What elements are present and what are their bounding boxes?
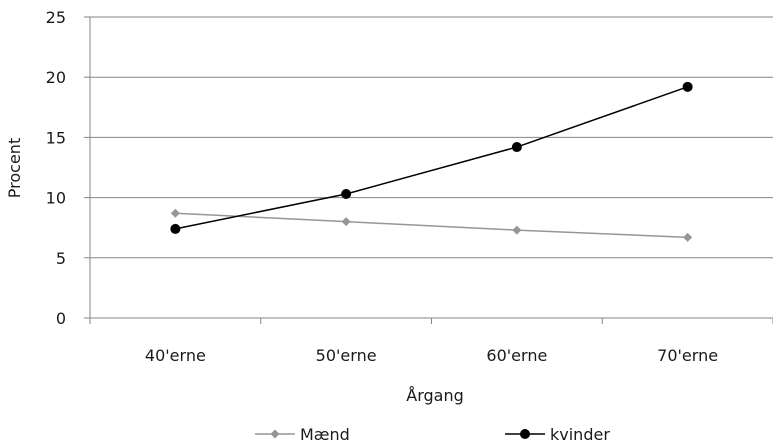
y-tick-label: 5 bbox=[56, 249, 66, 268]
legend-label: kvinder bbox=[550, 425, 610, 443]
y-tick-label: 20 bbox=[46, 68, 66, 87]
y-tick-labels: 0 5 10 15 20 25 bbox=[46, 8, 66, 328]
y-tick-label: 25 bbox=[46, 8, 66, 27]
y-tick-label: 0 bbox=[56, 309, 66, 328]
data-point-mænd bbox=[170, 208, 180, 218]
data-point-kvinder bbox=[170, 223, 181, 234]
data-point-kvinder bbox=[511, 142, 522, 153]
legend-marker bbox=[520, 429, 530, 439]
axes bbox=[84, 16, 773, 324]
x-tick-label: 40'erne bbox=[145, 346, 206, 365]
series-line-mænd bbox=[175, 212, 688, 239]
data-point-kvinder bbox=[341, 188, 352, 199]
legend-item-mænd: Mænd bbox=[255, 425, 350, 443]
data-point-mænd bbox=[683, 232, 693, 242]
x-axis-label: Årgang bbox=[406, 386, 464, 405]
series-mænd bbox=[170, 208, 693, 242]
gridlines bbox=[90, 16, 773, 259]
legend-item-kvinder: kvinder bbox=[505, 425, 610, 443]
data-point-kvinder bbox=[682, 81, 693, 92]
series-kvinder bbox=[170, 81, 693, 234]
data-point-mænd bbox=[341, 217, 351, 227]
x-tick-label: 50'erne bbox=[316, 346, 377, 365]
legend-marker bbox=[270, 429, 280, 439]
x-tick-label: 60'erne bbox=[486, 346, 547, 365]
series-line-kvinder bbox=[175, 86, 688, 230]
y-tick-label: 15 bbox=[46, 128, 66, 147]
x-tick-label: 70'erne bbox=[657, 346, 718, 365]
y-axis-label: Procent bbox=[5, 138, 24, 198]
data-point-mænd bbox=[512, 225, 522, 235]
legend: Mænd kvinder bbox=[255, 425, 610, 443]
series bbox=[170, 81, 693, 242]
legend-label: Mænd bbox=[300, 425, 350, 443]
x-tick-labels: 40'erne 50'erne 60'erne 70'erne bbox=[145, 346, 718, 365]
y-tick-label: 10 bbox=[46, 189, 66, 208]
